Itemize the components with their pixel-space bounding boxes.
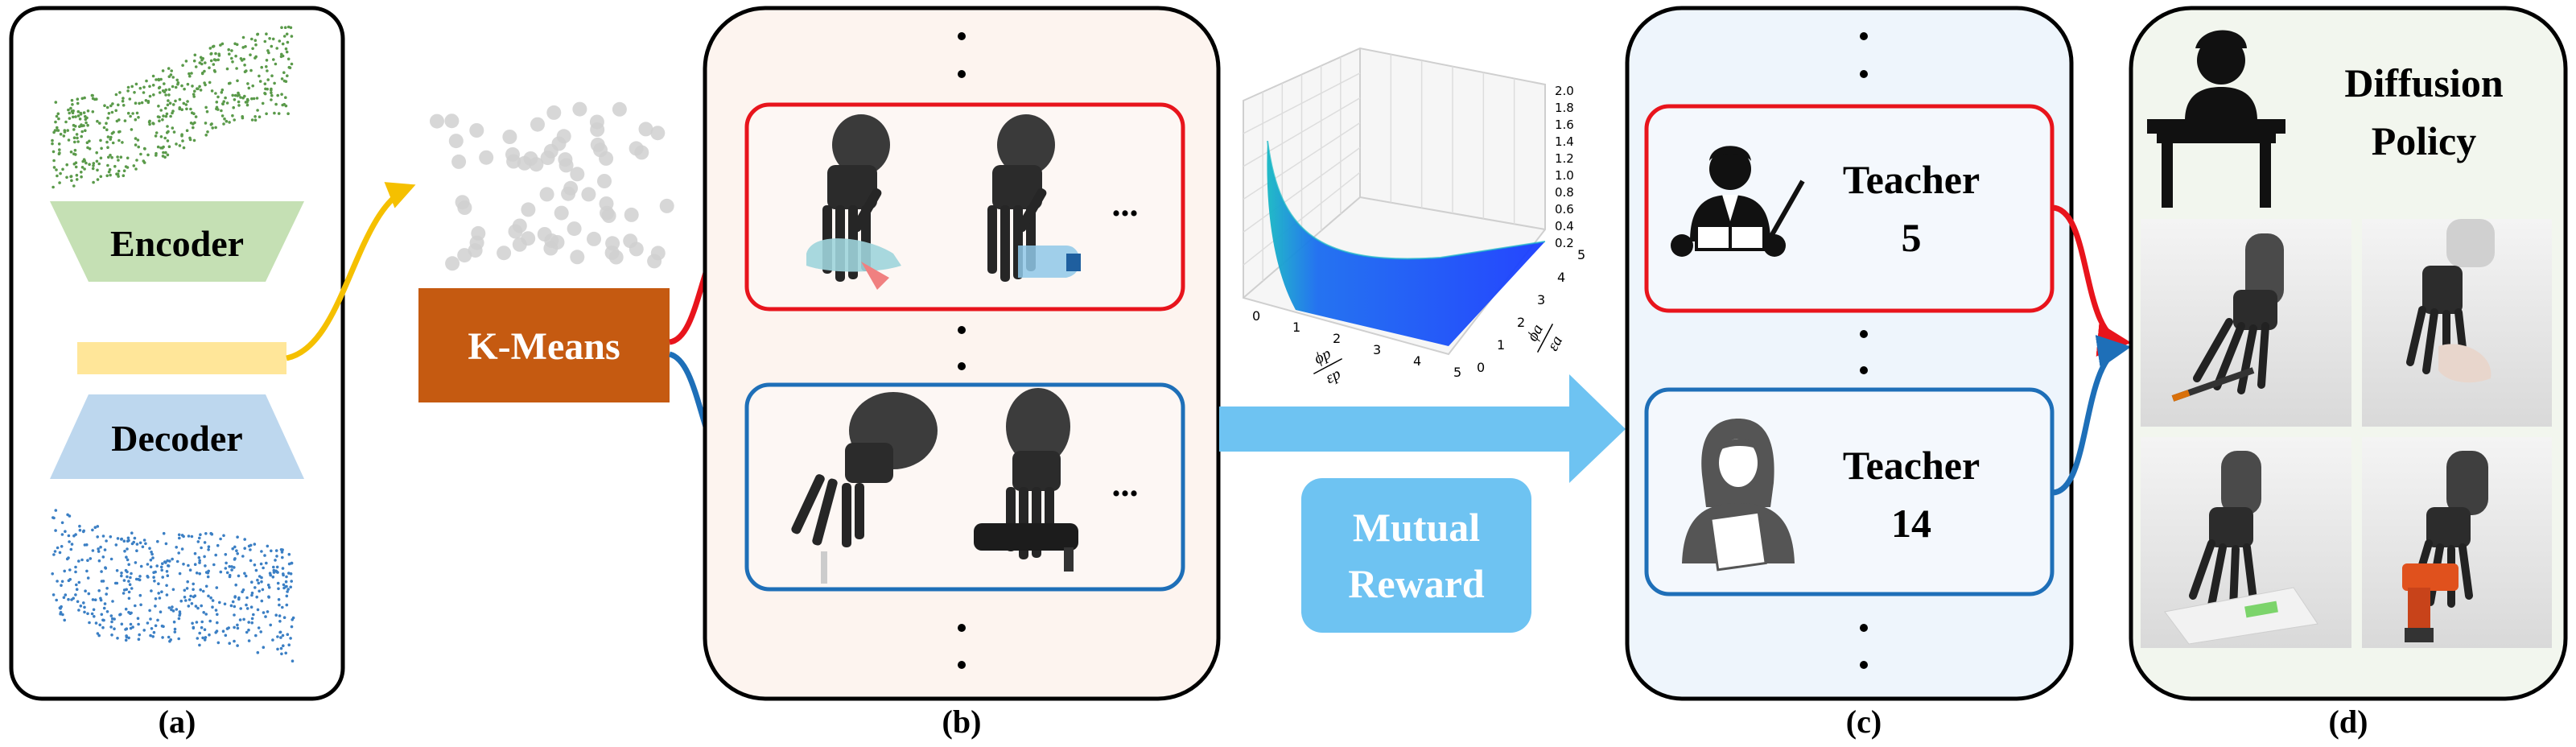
robot-hand-grasp <box>791 392 938 584</box>
vertical-dot <box>958 362 966 370</box>
robot-hand-grasp <box>987 114 1081 282</box>
panel-a-caption: (a) <box>159 704 196 740</box>
vertical-dot <box>1860 661 1868 669</box>
z-tick-label: 0.4 <box>1555 219 1574 233</box>
y-tick-label: 5 <box>1577 247 1585 262</box>
vertical-dot <box>1860 330 1868 338</box>
z-tick-label: 0.6 <box>1555 202 1574 217</box>
mutual-reward-arrow <box>1219 374 1626 483</box>
encoder-label: Encoder <box>110 223 244 264</box>
rollout-photo <box>2362 437 2552 648</box>
mutual-reward-line2: Reward <box>1348 561 1485 606</box>
reward-surface <box>1267 141 1545 346</box>
x-tick-label: 1 <box>1292 320 1300 335</box>
mutual-reward-line1: Mutual <box>1353 505 1480 550</box>
kmeans-block <box>418 288 670 402</box>
z-tick-label: 1.0 <box>1555 168 1574 183</box>
rollout-photo <box>2141 219 2351 427</box>
vertical-dot <box>958 32 966 40</box>
panel-b-caption: (b) <box>942 704 982 740</box>
vertical-dot <box>958 624 966 632</box>
vertical-dot <box>1860 32 1868 40</box>
y-tick-label: 0 <box>1477 360 1485 375</box>
male-teacher-icon <box>1671 146 1805 257</box>
x-tick-label: 5 <box>1453 365 1461 380</box>
z-tick-label: 0.2 <box>1555 236 1574 250</box>
decoder-label: Decoder <box>111 418 242 459</box>
y-axis-label-denominator: εa <box>1544 333 1566 354</box>
z-tick-label: 1.4 <box>1555 134 1574 149</box>
panel-c-caption: (c) <box>1846 704 1882 740</box>
panel-d: Diffusion Policy <box>2129 6 2568 740</box>
x-tick-label: 4 <box>1413 353 1421 369</box>
female-teacher-icon <box>1682 419 1795 572</box>
vertical-dot <box>958 661 966 669</box>
mutual-reward-box <box>1301 478 1531 633</box>
teacher-14-label-line2: 14 <box>1891 501 1931 546</box>
y-tick-label: 1 <box>1497 337 1505 353</box>
input-point-cloud <box>51 25 294 189</box>
robot-hand-grasp <box>806 114 901 290</box>
y-tick-label: 3 <box>1537 292 1545 307</box>
vertical-dot <box>1860 624 1868 632</box>
student-desk-icon <box>2147 30 2285 208</box>
latent-bar <box>77 342 286 374</box>
x-axis-label-denominator: εp <box>1323 365 1344 387</box>
robot-hand-grasp <box>974 388 1078 572</box>
panel-c: Teacher 5 Teacher 14 (c) <box>1625 6 2074 740</box>
blue-cluster-ellipsis: ... <box>1112 464 1139 504</box>
vertical-dot <box>958 70 966 78</box>
vertical-dot <box>1860 366 1868 374</box>
z-tick-label: 1.6 <box>1555 118 1574 132</box>
latent-to-features-arrow <box>286 182 416 361</box>
encoder-block <box>50 201 304 282</box>
vertical-dot <box>958 326 966 334</box>
red-cluster-ellipsis: ... <box>1112 184 1139 224</box>
z-tick-label: 1.8 <box>1555 101 1574 115</box>
reconstructed-point-cloud <box>51 509 295 662</box>
x-tick-label: 2 <box>1333 331 1341 346</box>
z-tick-label: 2.0 <box>1555 84 1574 98</box>
rollout-photo <box>2362 219 2552 427</box>
y-tick-label: 2 <box>1517 315 1525 330</box>
rollout-photo <box>2141 437 2351 648</box>
z-tick-label: 0.8 <box>1555 185 1574 200</box>
diffusion-policy-title-line1: Diffusion <box>2344 60 2503 105</box>
decoder-block <box>50 394 304 479</box>
vertical-dot <box>1860 70 1868 78</box>
panel-a: Encoder Decoder (a) <box>9 6 345 740</box>
teacher-14-to-policy-arrow <box>2051 335 2132 496</box>
teacher-5-to-policy-arrow <box>2051 204 2132 357</box>
z-tick-label: 1.2 <box>1555 151 1574 166</box>
y-tick-label: 4 <box>1557 270 1565 285</box>
kmeans-label: K-Means <box>468 325 620 368</box>
teacher-14-label-line1: Teacher <box>1843 443 1980 488</box>
teacher-5-label-line2: 5 <box>1902 215 1922 260</box>
diffusion-policy-title-line2: Policy <box>2372 118 2477 163</box>
panel-d-caption: (d) <box>2329 704 2368 740</box>
x-tick-label: 0 <box>1252 308 1260 324</box>
latent-features-scatter <box>430 101 674 271</box>
teacher-5-label-line1: Teacher <box>1843 157 1980 202</box>
x-tick-label: 3 <box>1373 342 1381 357</box>
panel-b: ... ... (b) <box>703 6 1221 740</box>
